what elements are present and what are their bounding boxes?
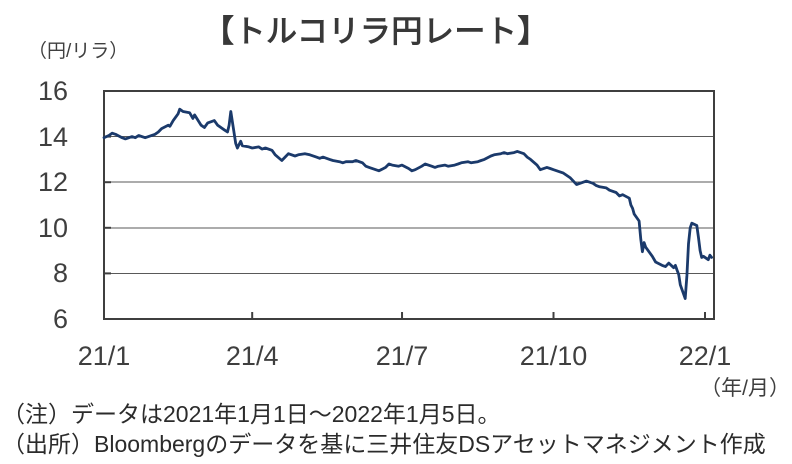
y-axis-unit-label: （円/リラ） — [28, 41, 129, 62]
note-text: （注）データは2021年1月1日～2022年1月5日。 — [2, 401, 501, 427]
rate-line — [102, 107, 713, 300]
x-axis-unit-label: （年/月） — [700, 377, 790, 400]
source-text: （出所）Bloombergのデータを基に三井住友DSアセットマネジメント作成 — [2, 431, 766, 457]
chart-title: 【トルコリラ円レート】 — [203, 14, 549, 49]
plot-frame — [103, 90, 715, 320]
